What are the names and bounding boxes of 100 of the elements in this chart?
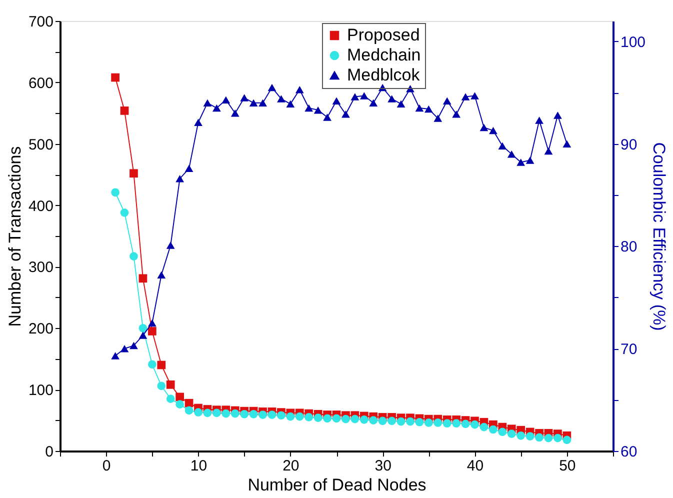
point [268, 410, 276, 419]
point [461, 93, 470, 100]
point [176, 392, 184, 402]
point [184, 406, 194, 415]
y-tick-label: 400 [28, 198, 54, 215]
point [452, 110, 460, 118]
point [295, 412, 304, 421]
legend-label: Proposed [347, 26, 420, 44]
point [138, 274, 148, 283]
y2-tick-label: 90 [620, 136, 638, 154]
point [332, 414, 341, 423]
point [535, 433, 544, 442]
point [323, 114, 332, 121]
point [562, 140, 572, 148]
point [130, 342, 138, 350]
y2-tick-label: 80 [620, 238, 638, 256]
point [230, 409, 240, 418]
x-tick-label: 40 [466, 458, 484, 474]
point [258, 99, 267, 107]
point [461, 420, 470, 428]
point [342, 414, 350, 424]
point [507, 430, 516, 438]
point [535, 116, 544, 124]
point [295, 86, 304, 94]
y2-tick-label: 100 [620, 34, 646, 51]
point [166, 380, 175, 389]
point [286, 412, 295, 421]
point [249, 410, 258, 418]
point [277, 411, 286, 420]
point [111, 352, 120, 360]
x-tick-label: 0 [102, 458, 111, 474]
point [203, 99, 212, 107]
point [396, 100, 406, 108]
point [480, 422, 488, 432]
y2-tick-label: 70 [620, 341, 638, 358]
point [434, 418, 442, 427]
point [388, 416, 396, 426]
point [342, 110, 350, 118]
point [130, 252, 138, 260]
point [120, 344, 129, 352]
point [166, 242, 175, 249]
point [526, 432, 534, 440]
point [157, 360, 166, 370]
point [554, 112, 562, 119]
point [415, 418, 424, 426]
point [111, 188, 120, 197]
point [434, 114, 442, 122]
point [314, 414, 322, 422]
point [470, 92, 479, 100]
point [138, 324, 148, 332]
point [498, 428, 507, 436]
point [130, 169, 138, 178]
x-tick-label: 20 [282, 458, 300, 474]
point [470, 420, 479, 429]
point [350, 93, 360, 100]
point [323, 414, 332, 423]
point [378, 416, 387, 426]
point [222, 96, 230, 104]
point [369, 416, 378, 424]
point [452, 419, 460, 428]
point [166, 394, 175, 403]
point [194, 408, 202, 416]
y-axis-title: Number of Transactions [5, 146, 24, 327]
x-tick-label: 10 [190, 458, 208, 474]
point [424, 418, 433, 427]
point [286, 100, 295, 108]
point [148, 319, 156, 327]
point [304, 104, 314, 112]
point [157, 382, 166, 390]
y-tick-label: 0 [45, 444, 54, 460]
point [249, 99, 258, 107]
point [277, 95, 286, 102]
x-tick-label: 30 [374, 458, 392, 474]
point [176, 400, 184, 408]
point [415, 104, 424, 112]
x-axis-title: Number of Dead Nodes [248, 476, 426, 494]
point [360, 92, 368, 100]
point [360, 415, 368, 424]
point [406, 417, 414, 426]
point [111, 73, 120, 82]
legend-label: Medchain [347, 46, 421, 64]
point [442, 419, 452, 428]
point [489, 425, 498, 434]
point [498, 142, 507, 150]
point [268, 84, 276, 92]
point [230, 110, 240, 117]
point [120, 106, 129, 115]
point [332, 97, 341, 104]
point [176, 175, 184, 182]
point [304, 413, 314, 422]
point [544, 147, 553, 155]
point [222, 409, 230, 418]
point [184, 164, 194, 172]
point [120, 208, 129, 217]
y-tick-label: 100 [28, 382, 54, 400]
point [562, 436, 572, 444]
point [194, 118, 202, 126]
point [212, 104, 221, 112]
point [184, 398, 194, 408]
point [544, 434, 553, 442]
